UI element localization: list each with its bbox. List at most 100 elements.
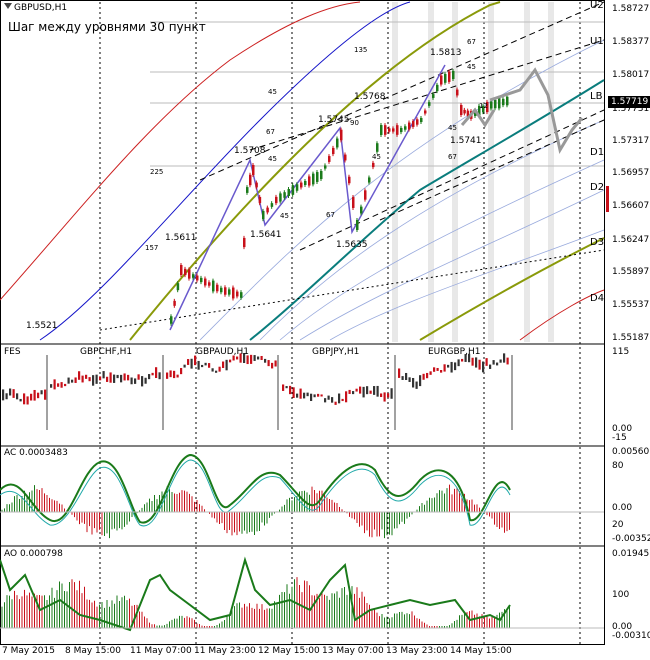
mini-candle <box>246 355 249 365</box>
swing-label: 1.5708 <box>234 146 266 156</box>
mini-candle <box>144 377 147 384</box>
candle-body <box>170 316 173 324</box>
mini-candle <box>99 376 102 381</box>
pip-label: 135 <box>354 46 368 54</box>
candle-body <box>364 190 367 200</box>
mini-candle <box>443 364 446 372</box>
mini-candle <box>201 364 204 368</box>
candle-body <box>486 101 489 113</box>
fes-axis: 115 <box>612 347 630 357</box>
mini-candle <box>496 362 499 366</box>
candle-body <box>220 287 223 293</box>
mini-candle <box>187 359 190 365</box>
level-d1: D1 <box>590 147 605 158</box>
mini-candle <box>92 375 95 386</box>
mini-candle <box>320 394 323 397</box>
pip-label: 45 <box>448 124 457 132</box>
ac-axis: 0.00 <box>612 503 633 513</box>
mini-candle <box>67 377 70 384</box>
mini-candle <box>376 385 379 397</box>
mini-candle <box>264 358 267 363</box>
pip-label: 67 <box>467 38 476 46</box>
mini-candle <box>137 374 140 380</box>
mini-candle <box>289 385 292 395</box>
mini-candle <box>85 374 88 379</box>
candle-body <box>275 196 278 204</box>
mini-candle <box>436 367 439 371</box>
mini-candle <box>74 377 77 383</box>
symbol-title: GBPUSD,H1 <box>14 3 68 13</box>
mini-candle <box>299 388 302 399</box>
price-tick: 1.56247 <box>612 235 650 245</box>
level-d2: D2 <box>590 182 605 193</box>
mini-candle <box>401 376 404 380</box>
mini-candle <box>60 382 63 388</box>
candle-body <box>396 125 399 135</box>
mini-candle <box>348 389 351 394</box>
mini-candle <box>88 377 91 382</box>
swing-label: 1.5521 <box>26 321 58 331</box>
mini-candle <box>9 388 12 396</box>
mini-candle <box>109 372 112 383</box>
candle-body <box>456 89 459 96</box>
candle-body <box>478 105 481 117</box>
swing-label: 1.5611 <box>165 233 197 243</box>
chart-note: Шаг между уровнями 30 пункт <box>8 20 206 34</box>
mini-candle <box>426 372 429 379</box>
candle-body <box>252 164 255 176</box>
candle-body <box>408 122 411 130</box>
price-tick: 1.58017 <box>612 70 650 80</box>
pip-label: 225 <box>150 168 164 176</box>
candle-body <box>352 197 355 208</box>
mini-candle <box>23 393 26 405</box>
mini-candle <box>148 374 151 380</box>
mini-candle <box>236 356 239 360</box>
mini-candle <box>26 396 29 405</box>
candle-body <box>216 284 219 292</box>
candle-body <box>420 117 423 123</box>
mini-candle <box>57 383 60 387</box>
candle-body <box>184 268 187 276</box>
mini-candle <box>44 389 47 400</box>
mini-candle <box>53 379 56 390</box>
mini-candle <box>243 352 246 364</box>
mini-candle <box>225 359 228 371</box>
ao-histogram <box>1 577 510 628</box>
time-tick: 11 May 07:00 <box>130 646 192 656</box>
candle-body <box>506 96 509 106</box>
mini-candle <box>366 386 369 395</box>
symbol-gbpjpy: GBPJPY,H1 <box>312 347 360 357</box>
mini-candle <box>327 395 330 400</box>
candle-body <box>180 264 183 276</box>
mini-candle <box>398 368 401 378</box>
mini-candle <box>274 360 277 367</box>
candle-body <box>204 278 207 286</box>
mini-candle <box>464 354 467 362</box>
mini-candle <box>19 398 22 402</box>
symbol-candles <box>2 352 509 405</box>
chevron-down-icon[interactable] <box>4 3 12 9</box>
mini-candle <box>250 354 253 364</box>
current-price-tag: 1.57719 <box>608 96 650 108</box>
ao-axis: 0.00 <box>612 622 633 632</box>
candle-body <box>224 287 227 295</box>
swing-label: 1.5641 <box>250 230 282 240</box>
price-tick: 1.56957 <box>612 168 650 178</box>
candle-body <box>412 121 415 127</box>
candle-body <box>428 102 431 106</box>
candle-body <box>494 99 497 109</box>
price-tick: 1.55187 <box>612 333 650 343</box>
candle-body <box>332 147 335 155</box>
swing-label: 1.5635 <box>336 240 368 250</box>
mini-candle <box>71 379 74 383</box>
level-u1: U1 <box>590 36 604 47</box>
mini-candle <box>362 386 365 398</box>
candle-body <box>448 71 451 82</box>
candle-body <box>188 269 191 279</box>
time-tick: 13 May 23:00 <box>386 646 448 656</box>
candle-body <box>212 280 215 292</box>
mini-candle <box>260 355 263 361</box>
mini-candle <box>271 362 274 369</box>
mini-candle <box>267 360 270 367</box>
